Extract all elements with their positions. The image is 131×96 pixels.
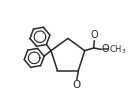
Text: O: O [91,30,98,40]
Text: O: O [73,80,81,90]
Text: CH$_3$: CH$_3$ [109,43,126,56]
Text: O: O [102,44,109,54]
